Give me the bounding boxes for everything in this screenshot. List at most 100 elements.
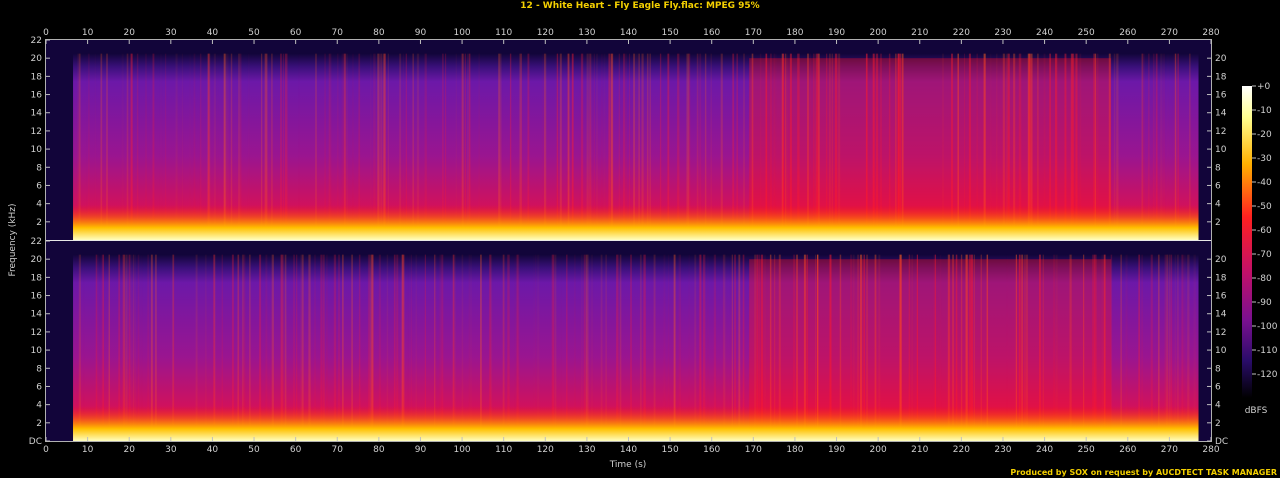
transient-stripe [416,53,420,240]
transient-stripe [461,254,464,441]
y-axis: 222018161412108642222018161412108642DC20… [29,36,1228,447]
transient-stripe [888,53,891,240]
transient-stripe [238,254,240,441]
x-tick-label: 180 [786,28,803,38]
transient-stripe [600,254,603,441]
x-tick-label: 270 [1161,28,1178,38]
transient-stripe [663,254,666,441]
transient-stripe [137,254,140,441]
transient-stripe [816,254,819,441]
transient-stripe [866,254,868,441]
transient-stripe [1055,254,1058,441]
x-tick-label: 180 [786,445,803,455]
transient-stripe [865,53,868,240]
transient-stripe [1094,53,1096,240]
transient-stripe [243,254,246,441]
transient-stripe [468,53,471,240]
x-axis-label: Time (s) [609,460,647,470]
transient-stripe [1138,254,1141,441]
transient-stripe [1156,53,1158,240]
transient-stripe [1165,254,1168,441]
transient-stripe [1042,254,1044,441]
x-tick-label: 160 [703,28,720,38]
transient-stripe [912,254,914,441]
y-tick-label: 22 [31,36,42,46]
transient-stripe [467,53,470,240]
transient-stripe [839,254,842,441]
transient-stripe [1039,254,1041,441]
transient-stripe [899,254,902,441]
x-tick-label: 90 [415,445,427,455]
transient-stripe [817,254,819,441]
transient-stripe [343,53,347,240]
y-tick-label: 20 [31,54,43,64]
y-tick-label: DC [29,437,42,447]
transient-stripe [1187,254,1190,441]
x-tick-label: 60 [290,28,302,38]
transient-stripe [934,254,936,441]
transient-stripe [1079,53,1082,240]
transient-stripe [261,53,263,240]
transient-stripe [1024,254,1027,441]
transient-stripe [586,254,589,441]
transient-stripe [424,254,426,441]
transient-stripe [100,53,103,240]
x-tick-label: 10 [82,28,94,38]
x-tick-label: 240 [1036,28,1053,38]
transient-stripe [130,53,132,240]
transient-stripe [342,254,344,441]
transient-stripe [1093,53,1096,240]
transient-stripe [1160,53,1163,240]
transient-stripe [507,254,510,441]
y-tick-label: DC [1215,437,1228,447]
transient-stripe [559,53,562,240]
y-tick-label: 2 [36,218,42,228]
transient-stripe [707,254,709,441]
transient-stripe [863,254,865,441]
y-tick-label: 10 [31,346,43,356]
y-tick-label: 20 [31,255,43,265]
transient-stripe [713,254,717,441]
transient-stripe [786,53,788,240]
transient-stripe [383,53,386,240]
transient-stripe [282,53,285,240]
transient-stripe [173,254,175,441]
transient-stripe [696,53,699,240]
transient-stripe [968,53,971,240]
transient-stripe [633,53,636,240]
transient-stripe [704,53,707,240]
transient-stripe [373,53,376,240]
transient-stripe [516,254,520,441]
transient-stripe [209,53,211,240]
transient-stripe [125,254,128,441]
transient-stripe [860,254,863,441]
transient-stripe [1164,254,1166,441]
transient-stripe [1113,53,1116,240]
transient-stripe [778,254,781,441]
transient-stripe [1075,53,1078,240]
x-axis-top: 0 10 20 30 40 50 60 70 80 90 100 110 120 130 140 150 160… [43,28,1220,44]
transient-stripe [986,254,989,441]
y-tick-label: 12 [31,127,42,137]
transient-stripe [527,53,530,240]
transient-stripe [358,53,361,240]
transient-stripe [519,53,522,240]
transient-stripe [1021,254,1024,441]
transient-stripe [1120,254,1122,441]
transient-stripe [1007,53,1009,240]
x-tick-label: 170 [745,28,762,38]
transient-stripe [207,53,210,240]
transient-stripe [765,53,768,240]
transient-stripe [623,53,625,240]
transient-stripe [853,254,855,441]
transient-stripe [805,254,808,441]
transient-stripe [452,254,455,441]
transient-stripe [145,53,147,240]
transient-stripe [797,53,800,240]
x-tick-label: 30 [165,28,177,38]
transient-stripe [175,53,178,240]
transient-stripe [590,254,594,441]
transient-stripe [1103,254,1106,441]
transient-stripe [264,53,268,240]
x-tick-label: 100 [453,28,470,38]
